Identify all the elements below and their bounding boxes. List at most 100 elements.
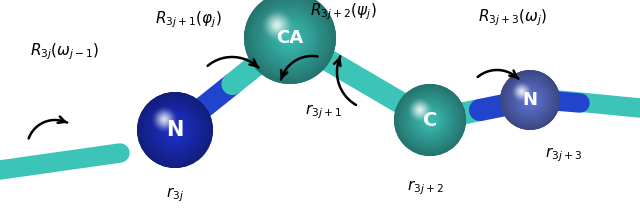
Circle shape xyxy=(408,98,452,142)
Circle shape xyxy=(269,17,310,59)
Circle shape xyxy=(503,73,557,127)
Circle shape xyxy=(281,29,300,47)
Circle shape xyxy=(515,85,545,115)
Circle shape xyxy=(415,105,426,115)
Circle shape xyxy=(139,94,211,166)
Circle shape xyxy=(424,115,435,125)
Circle shape xyxy=(152,107,198,153)
Circle shape xyxy=(519,89,524,94)
Circle shape xyxy=(525,95,534,105)
Circle shape xyxy=(394,84,466,156)
Circle shape xyxy=(403,93,457,147)
Circle shape xyxy=(527,97,533,103)
Circle shape xyxy=(412,102,448,138)
Circle shape xyxy=(137,92,213,168)
Circle shape xyxy=(405,95,455,145)
Circle shape xyxy=(521,91,539,109)
Circle shape xyxy=(514,84,529,100)
Circle shape xyxy=(285,33,294,43)
Circle shape xyxy=(272,20,282,30)
Circle shape xyxy=(159,114,170,125)
Circle shape xyxy=(251,0,329,77)
Circle shape xyxy=(267,15,287,36)
Text: $r_{3j+3}$: $r_{3j+3}$ xyxy=(545,146,582,164)
Circle shape xyxy=(288,36,292,40)
Text: C: C xyxy=(423,110,437,130)
Circle shape xyxy=(154,109,175,130)
Circle shape xyxy=(160,115,169,124)
Circle shape xyxy=(394,84,466,156)
Circle shape xyxy=(409,99,431,121)
Circle shape xyxy=(157,112,172,127)
Circle shape xyxy=(513,84,547,116)
Circle shape xyxy=(419,109,441,131)
Circle shape xyxy=(170,124,180,136)
Circle shape xyxy=(166,120,184,139)
Circle shape xyxy=(518,88,525,95)
Text: $R_{3j+3}(\omega_j)$: $R_{3j+3}(\omega_j)$ xyxy=(478,8,547,28)
Circle shape xyxy=(502,72,559,128)
Circle shape xyxy=(270,18,284,32)
Circle shape xyxy=(529,99,531,101)
Circle shape xyxy=(265,13,289,37)
Circle shape xyxy=(410,100,429,120)
Circle shape xyxy=(168,122,182,138)
Circle shape xyxy=(244,0,336,84)
Circle shape xyxy=(163,118,166,121)
Circle shape xyxy=(410,100,450,140)
Text: $r_{3j}$: $r_{3j}$ xyxy=(166,186,184,204)
Circle shape xyxy=(414,104,446,136)
Text: $R_{3j+2}(\psi_j)$: $R_{3j+2}(\psi_j)$ xyxy=(310,2,377,22)
Circle shape xyxy=(150,105,200,155)
Circle shape xyxy=(509,79,551,121)
Circle shape xyxy=(399,90,461,151)
Text: $R_{3j}(\omega_{j-1})$: $R_{3j}(\omega_{j-1})$ xyxy=(30,42,99,62)
Circle shape xyxy=(419,109,421,111)
Circle shape xyxy=(522,93,538,107)
Circle shape xyxy=(244,0,336,84)
Circle shape xyxy=(520,90,523,93)
Text: N: N xyxy=(522,91,538,109)
Circle shape xyxy=(156,111,173,128)
Circle shape xyxy=(248,0,332,79)
Circle shape xyxy=(265,13,316,63)
Circle shape xyxy=(275,23,279,27)
Circle shape xyxy=(513,82,531,101)
Circle shape xyxy=(143,98,207,162)
Circle shape xyxy=(415,106,444,134)
Circle shape xyxy=(413,103,427,117)
Text: $r_{3j+1}$: $r_{3j+1}$ xyxy=(305,103,342,121)
Circle shape xyxy=(512,82,548,118)
Text: $R_{3j+1}(\varphi_j)$: $R_{3j+1}(\varphi_j)$ xyxy=(155,10,221,30)
Circle shape xyxy=(173,128,177,132)
Circle shape xyxy=(137,92,213,168)
Circle shape xyxy=(511,80,550,120)
Circle shape xyxy=(504,74,556,126)
Circle shape xyxy=(508,78,552,122)
Circle shape xyxy=(517,87,526,96)
Circle shape xyxy=(506,76,554,124)
Circle shape xyxy=(274,22,306,54)
Circle shape xyxy=(271,20,308,56)
Circle shape xyxy=(276,24,304,52)
Circle shape xyxy=(263,11,291,39)
Circle shape xyxy=(516,86,527,97)
Circle shape xyxy=(141,96,209,164)
Circle shape xyxy=(267,15,313,61)
Circle shape xyxy=(246,0,333,82)
Circle shape xyxy=(397,88,462,152)
Circle shape xyxy=(145,100,205,160)
Circle shape xyxy=(268,16,286,34)
Circle shape xyxy=(500,70,560,130)
Circle shape xyxy=(164,119,186,141)
Circle shape xyxy=(426,116,434,124)
Circle shape xyxy=(406,97,453,143)
Circle shape xyxy=(274,22,280,29)
Circle shape xyxy=(515,85,529,98)
Circle shape xyxy=(160,115,190,145)
Circle shape xyxy=(283,31,297,45)
Circle shape xyxy=(172,126,179,134)
Circle shape xyxy=(516,86,543,114)
Circle shape xyxy=(148,103,202,157)
Circle shape xyxy=(524,94,536,106)
